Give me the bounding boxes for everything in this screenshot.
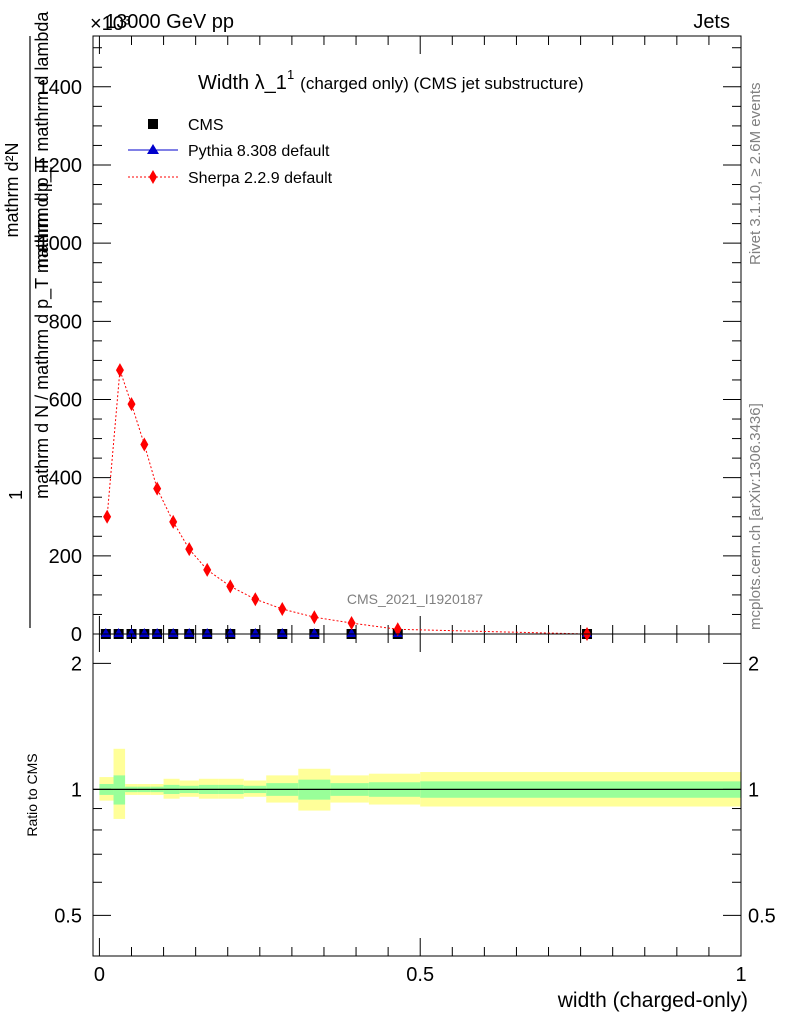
ratio-ytick-label-left: 2 xyxy=(71,653,82,675)
pythia-point xyxy=(309,628,320,637)
plot-title: Width λ_11 (charged only) (CMS jet substr… xyxy=(198,67,584,94)
main-ytick-label: 200 xyxy=(49,546,82,568)
sherpa-point xyxy=(153,481,162,496)
sherpa-point xyxy=(185,542,194,557)
title-main: Width λ_1 xyxy=(198,72,287,94)
legend-cms-label: CMS xyxy=(188,117,224,134)
ratio-ytick-label-left: 1 xyxy=(71,779,82,801)
main-ytick-label: 800 xyxy=(49,311,82,333)
header-energy: 13000 GeV pp xyxy=(105,11,234,33)
ratio-xtick-label: 1 xyxy=(735,964,746,986)
header-scale: ×10³ xyxy=(90,13,131,35)
sherpa-point xyxy=(251,592,260,607)
header-process: Jets xyxy=(693,11,730,33)
main-y-axis: 0 200 400 600 800 1000 1200 1400 xyxy=(38,47,741,646)
main-ytick-label: 1000 xyxy=(38,233,83,255)
legend-sherpa-label: Sherpa 2.2.9 default xyxy=(188,170,333,187)
sherpa-point xyxy=(203,562,212,577)
pythia-point xyxy=(346,628,357,637)
ratio-x-axis: 0 0.5 1 xyxy=(94,634,747,986)
pythia-point xyxy=(100,628,111,637)
x-axis-title: width (charged-only) xyxy=(557,989,748,1012)
rivet-label: Rivet 3.1.10, ≥ 2.6M events xyxy=(747,83,764,266)
pythia-point xyxy=(277,628,288,637)
ylabel-numer: 1 xyxy=(6,490,26,500)
title-sup: 1 xyxy=(287,67,294,82)
ylabel-denom2: mathrm d p_T mathrm d lambda xyxy=(32,11,53,269)
sherpa-point xyxy=(103,509,112,524)
pythia-point xyxy=(126,628,137,637)
sherpa-point xyxy=(115,363,124,378)
pythia-point xyxy=(113,628,124,637)
ratio-ytick-label-right: 2 xyxy=(748,653,759,675)
ylabel-numer2: mathrm d²N xyxy=(2,142,22,237)
legend-sherpa-marker xyxy=(149,170,157,184)
sherpa-line xyxy=(106,370,588,635)
pythia-point xyxy=(184,628,195,637)
main-ytick-label: 600 xyxy=(49,389,82,411)
main-y-axis-label: 1 mathrm d N / mathrm d p_T mathrm d p_T… xyxy=(2,11,53,628)
sherpa-point xyxy=(393,622,402,637)
sherpa-point xyxy=(226,579,235,594)
main-ytick-label: 0 xyxy=(71,624,82,646)
title-rest: (charged only) (CMS jet substructure) xyxy=(300,74,583,93)
sherpa-point xyxy=(310,610,319,625)
legend-pythia-marker xyxy=(147,144,159,154)
analysis-watermark: CMS_2021_I1920187 xyxy=(347,591,483,607)
main-ytick-label: 400 xyxy=(49,468,82,490)
pythia-point xyxy=(139,628,150,637)
pythia-point xyxy=(202,628,213,637)
sherpa-point xyxy=(169,514,178,529)
svg-text:Width λ_11(charged only) (CMS: Width λ_11 (charged only) (CMS jet substr… xyxy=(198,67,584,94)
pythia-point xyxy=(168,628,179,637)
legend-pythia-label: Pythia 8.308 default xyxy=(188,143,330,160)
sherpa-point xyxy=(127,397,136,412)
ratio-bands-layer xyxy=(93,748,741,819)
ylabel-denom: mathrm d N / mathrm d p_T mathrm d p_T xyxy=(32,161,53,499)
pythia-point xyxy=(250,628,261,637)
mcplots-label: mcplots.cern.ch [arXiv:1306.3436] xyxy=(747,403,764,630)
ratio-xtick-label: 0 xyxy=(94,964,105,986)
legend-cms-marker xyxy=(148,119,158,129)
ratio-y-axis: 0.5 0.5 1 1 2 2 xyxy=(54,653,776,927)
ratio-plot-frame xyxy=(92,633,742,957)
sherpa-point xyxy=(278,601,287,616)
legend: CMS Pythia 8.308 default Sherpa 2.2.9 de… xyxy=(128,117,333,187)
main-x-axis xyxy=(98,36,742,634)
main-ytick-label: 1400 xyxy=(38,77,83,99)
main-ytick-label: 1200 xyxy=(38,155,83,177)
ratio-ytick-label-right: 0.5 xyxy=(748,905,776,927)
ratio-ytick-label-right: 1 xyxy=(748,779,759,801)
ratio-y-axis-label: Ratio to CMS xyxy=(24,753,40,836)
ratio-ytick-label-left: 0.5 xyxy=(54,905,82,927)
ratio-xtick-label: 0.5 xyxy=(406,964,434,986)
pythia-point xyxy=(152,628,163,637)
sherpa-point xyxy=(347,616,356,631)
sherpa-point xyxy=(140,437,149,452)
